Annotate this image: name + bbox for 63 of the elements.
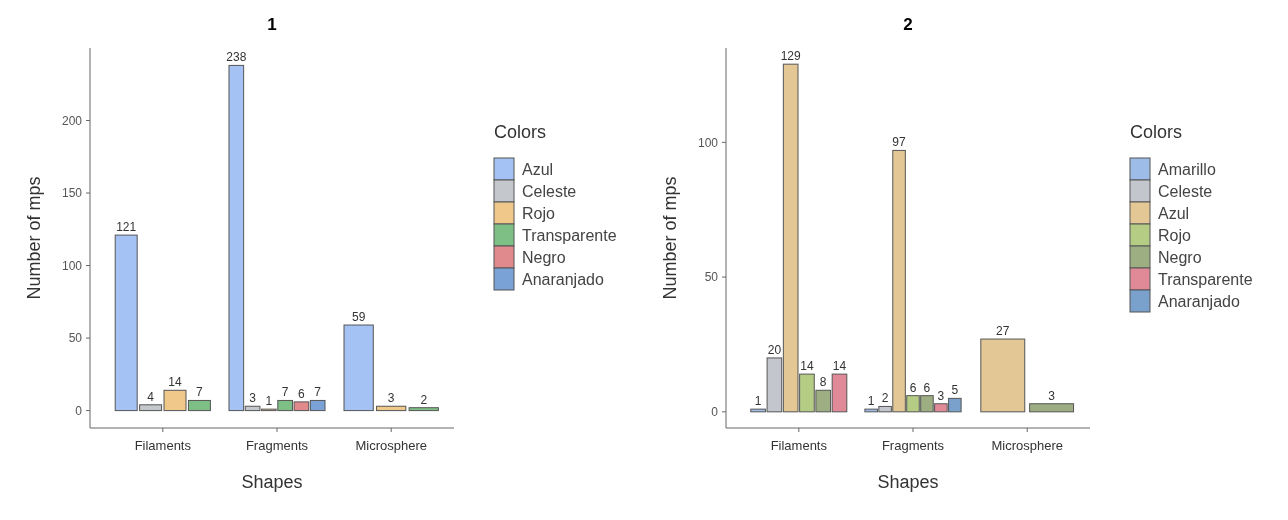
x-tick-label: Fragments xyxy=(245,438,309,453)
data-label: 5 xyxy=(951,383,959,398)
data-label: 97 xyxy=(892,135,907,150)
x-tick-label: Filaments xyxy=(134,438,192,453)
y-tick-label: 50 xyxy=(68,331,83,346)
data-label: 1 xyxy=(265,394,273,409)
data-label: 14 xyxy=(168,375,183,390)
data-label: 8 xyxy=(819,375,827,390)
y-tick-label: 200 xyxy=(61,113,83,128)
legend-label: Transparente xyxy=(522,226,617,244)
x-tick-label: Microsphere xyxy=(991,438,1063,453)
data-label: 14 xyxy=(800,359,814,374)
x-tick-label: Filaments xyxy=(770,438,828,453)
data-label: 7 xyxy=(196,385,204,400)
y-axis-title: Number of mps xyxy=(660,176,680,300)
data-label: 3 xyxy=(387,391,395,406)
data-label: 238 xyxy=(226,50,247,65)
legend-label: Negro xyxy=(1158,248,1202,266)
x-tick-label: Microsphere xyxy=(355,438,427,453)
data-label: 1 xyxy=(867,394,875,409)
legend-label: Anaranjado xyxy=(522,270,604,288)
y-tick-label: 100 xyxy=(697,135,719,150)
data-label: 129 xyxy=(780,49,801,64)
legend-label: Anaranjado xyxy=(1158,292,1240,310)
legend-label: Rojo xyxy=(1158,226,1192,244)
data-label: 2 xyxy=(420,392,428,407)
data-label: 27 xyxy=(996,324,1010,339)
x-axis-title: Shapes xyxy=(877,472,939,492)
data-label: 3 xyxy=(1048,388,1056,403)
data-label: 6 xyxy=(909,380,917,395)
data-label: 59 xyxy=(351,310,366,325)
legend-label: Celeste xyxy=(522,182,577,200)
legend-label: Rojo xyxy=(522,204,556,222)
data-label: 3 xyxy=(249,391,257,406)
y-axis-title: Number of mps xyxy=(24,176,44,300)
data-label: 6 xyxy=(298,386,306,401)
data-label: 14 xyxy=(832,359,847,374)
legend-label: Amarillo xyxy=(1158,160,1216,178)
legend-label: Azul xyxy=(522,160,554,178)
legend-label: Negro xyxy=(522,248,566,266)
data-label: 2 xyxy=(881,391,889,406)
legend-label: Transparente xyxy=(1158,270,1253,288)
legend-title: Colors xyxy=(494,122,547,142)
data-label: 7 xyxy=(281,385,289,400)
data-label: 6 xyxy=(923,380,931,395)
y-tick-label: 100 xyxy=(61,258,83,273)
legend-label: Celeste xyxy=(1158,182,1213,200)
data-label: 3 xyxy=(937,388,945,403)
x-tick-label: Fragments xyxy=(881,438,945,453)
chart-title: 2 xyxy=(903,15,913,34)
legend-title: Colors xyxy=(1130,122,1183,142)
y-tick-label: 150 xyxy=(61,186,83,201)
data-label: 121 xyxy=(116,220,137,235)
x-axis-title: Shapes xyxy=(241,472,303,492)
data-label: 4 xyxy=(147,389,155,404)
y-tick-label: 50 xyxy=(704,270,719,285)
y-tick-label: 0 xyxy=(75,403,83,418)
chart-title: 1 xyxy=(267,15,277,34)
data-label: 1 xyxy=(754,394,762,409)
legend-label: Azul xyxy=(1158,204,1190,222)
data-label: 20 xyxy=(767,342,782,357)
data-label: 7 xyxy=(314,385,322,400)
y-tick-label: 0 xyxy=(711,405,719,420)
